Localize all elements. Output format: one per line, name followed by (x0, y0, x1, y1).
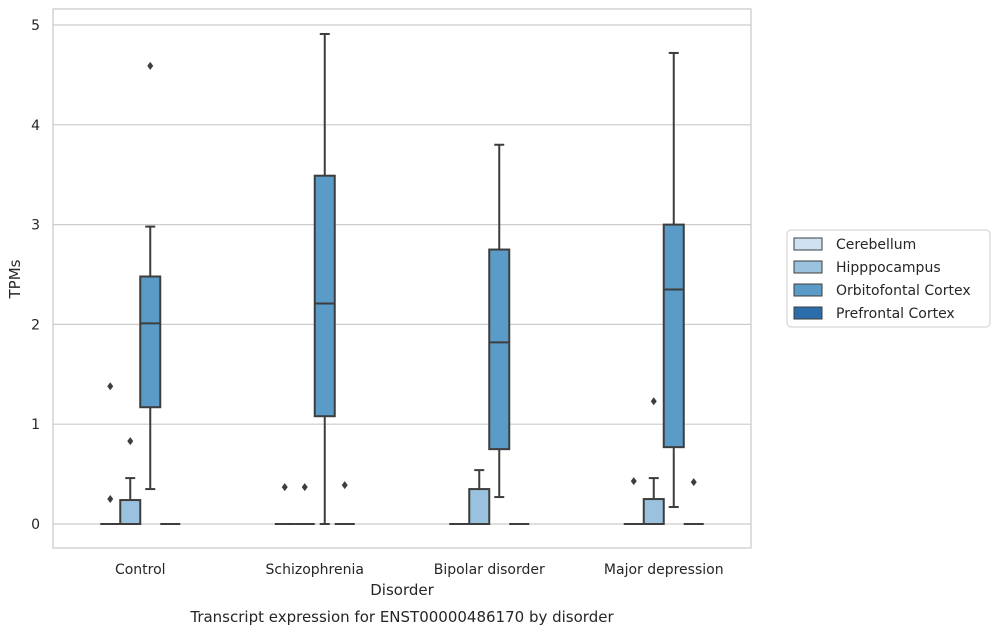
box-schizophrenia-1 (274, 483, 295, 525)
box-iqr (662, 223, 685, 449)
box-major-depression-3 (662, 51, 685, 509)
y-tick-label: 0 (31, 517, 40, 533)
chart-caption: Transcript expression for ENST0000048617… (189, 608, 614, 626)
y-tick-label: 2 (31, 317, 40, 333)
outlier-point (630, 477, 637, 486)
box-schizophrenia-4 (334, 481, 355, 525)
box-iqr (119, 499, 142, 526)
outlier-point (127, 437, 134, 446)
plot-area-background (53, 9, 751, 548)
box-control-2 (119, 437, 142, 526)
legend-swatch (793, 260, 823, 274)
legend-swatch (793, 237, 823, 251)
box-control-1 (100, 382, 121, 525)
y-tick-labels: 0 1 2 3 4 5 (31, 18, 40, 533)
box-control-3 (139, 61, 162, 491)
y-tick-label: 1 (31, 417, 40, 433)
outlier-point (301, 483, 308, 492)
outlier-point (690, 478, 697, 487)
y-tick-label: 5 (31, 18, 40, 34)
y-tick-label: 3 (31, 218, 40, 234)
box-iqr (139, 275, 162, 409)
y-axis-title: TPMs (6, 259, 24, 299)
box-schizophrenia-2 (294, 483, 315, 525)
legend-label: Cerebellum (836, 237, 916, 253)
box-iqr (488, 248, 511, 451)
box-major-depression-4 (683, 478, 704, 525)
legend-frame (786, 229, 991, 328)
legend: Cerebellum Hipppocampus Orbitofontal Corte… (786, 229, 991, 328)
legend-swatch (793, 306, 823, 320)
outlier-point (281, 483, 288, 492)
x-tick-labels: Control Schizophrenia Bipolar disorder Majo… (115, 562, 724, 578)
y-tick-label: 4 (31, 118, 40, 134)
x-tick-label: Bipolar disorder (434, 562, 545, 578)
box-series (100, 32, 704, 526)
outlier-point (147, 61, 154, 70)
legend-label: Orbitofontal Cortex (836, 283, 971, 299)
legend-label: Hipppocampus (836, 260, 941, 276)
x-tick-label: Control (115, 562, 166, 578)
box-iqr (642, 498, 665, 525)
box-iqr (468, 488, 491, 526)
x-axis-title: Disorder (370, 581, 434, 599)
outlier-point (650, 397, 657, 406)
outlier-point (341, 481, 348, 490)
legend-swatch (793, 283, 823, 297)
box-major-depression-2 (642, 397, 665, 525)
legend-label: Prefrontal Cortex (836, 306, 955, 322)
outlier-point (107, 495, 114, 504)
box-bipolar-disorder-3 (488, 143, 511, 499)
box-bipolar-disorder-2 (468, 469, 491, 526)
outlier-point (107, 382, 114, 391)
x-tick-label: Schizophrenia (266, 562, 364, 578)
box-schizophrenia-3 (313, 32, 336, 525)
plot-frame (52, 8, 752, 549)
box-iqr (313, 174, 336, 418)
box-major-depression-1 (623, 477, 644, 525)
x-tick-label: Major depression (604, 562, 724, 578)
